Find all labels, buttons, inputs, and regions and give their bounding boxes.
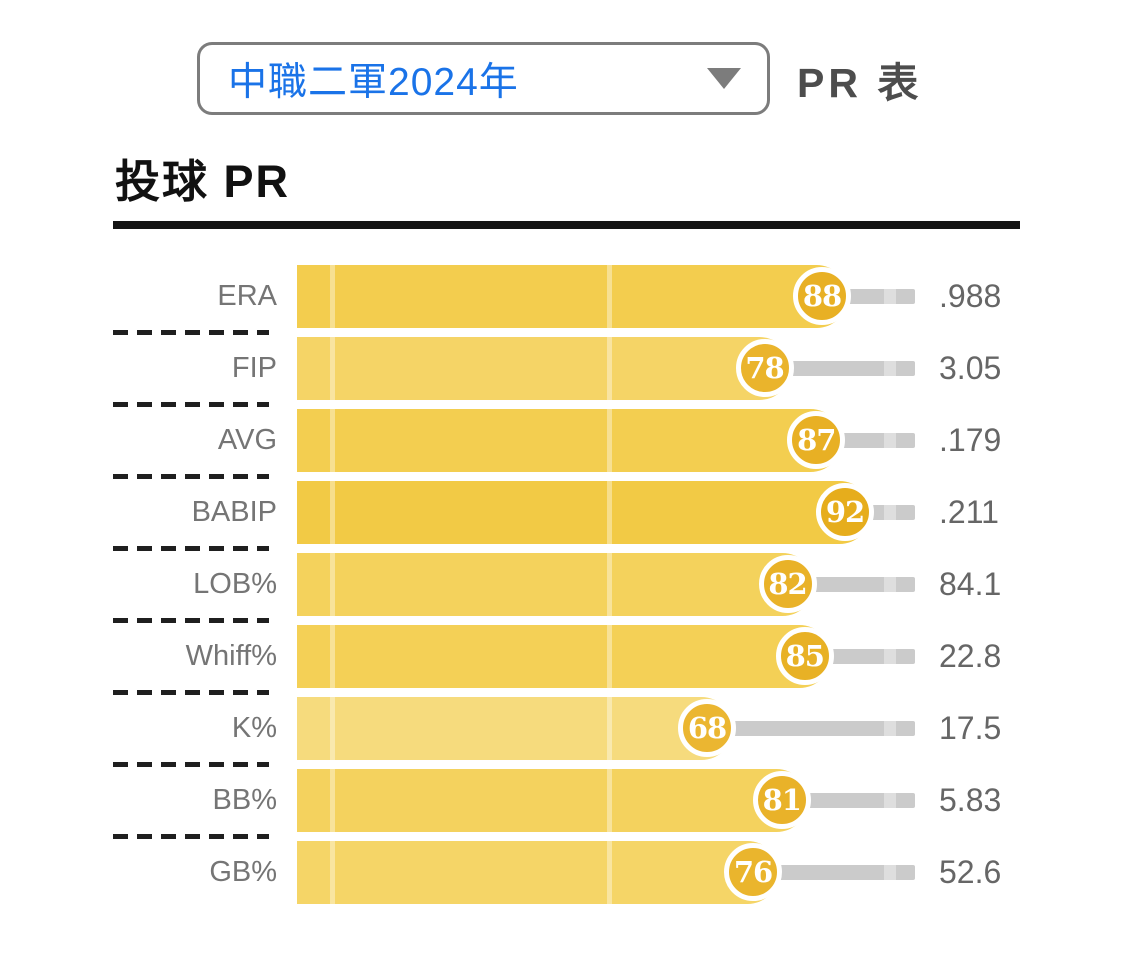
pr-bar (297, 553, 814, 616)
pr-badge: 87 (787, 411, 846, 469)
dashed-line (113, 402, 269, 407)
pr-bar (297, 265, 848, 328)
pr-bar (297, 697, 733, 760)
pr-track: 88 (297, 265, 915, 328)
stat-value: .988 (939, 278, 1002, 314)
pr-track: 82 (297, 553, 915, 616)
stat-row: BB% 81 5.83 (115, 769, 1055, 832)
pr-bar (297, 409, 843, 472)
stat-value: 52.6 (939, 854, 1002, 890)
stat-row: K% 68 17.5 (115, 697, 1055, 760)
stat-row: FIP 78 3.05 (115, 337, 1055, 400)
pr-track: 87 (297, 409, 915, 472)
stat-row: Whiff% 85 22.8 (115, 625, 1055, 688)
pr-badge: 88 (793, 267, 851, 325)
header: 中職二軍2024年 PR 表 (197, 42, 1125, 115)
dashed-line (113, 474, 269, 479)
pr-badge: 85 (775, 627, 834, 685)
pr-badge: 76 (724, 843, 782, 901)
stat-label: BB% (212, 784, 277, 816)
pr-bar (297, 625, 831, 688)
stat-label: Whiff% (185, 640, 277, 672)
pr-badge: 82 (758, 555, 817, 613)
dropdown-arrow-icon (707, 68, 741, 89)
stat-value: .211 (939, 494, 999, 530)
stat-label: AVG (217, 424, 277, 456)
dashed-line (113, 762, 269, 767)
row-separator (113, 760, 1055, 769)
pr-badge: 68 (678, 699, 736, 757)
row-separator (113, 328, 1055, 337)
pr-track: 81 (297, 769, 915, 832)
dashed-line (113, 546, 269, 551)
pr-badge: 92 (816, 483, 874, 541)
stat-label: GB% (209, 856, 277, 888)
stat-row: GB% 76 52.6 (115, 841, 1055, 904)
pitching-pr-chart: ERA 88 .988 FIP 78 3.05 (113, 265, 1055, 904)
row-separator (113, 544, 1055, 553)
stat-value: .179 (939, 422, 1002, 458)
stat-label: BABIP (191, 496, 277, 528)
pr-bar (297, 769, 808, 832)
pr-track: 76 (297, 841, 915, 904)
league-select-value: 中職二軍2024年 (228, 60, 519, 104)
stat-value: 17.5 (939, 710, 1002, 746)
stat-label: K% (231, 712, 277, 744)
pr-track: 68 (297, 697, 915, 760)
page-type-label: PR 表 (797, 59, 923, 106)
stat-value: 84.1 (939, 566, 1002, 602)
stat-row: BABIP 92 .211 (115, 481, 1055, 544)
league-select-dropdown[interactable]: 中職二軍2024年 (197, 42, 770, 115)
section-title: 投球 PR (115, 156, 291, 207)
dashed-line (113, 690, 269, 695)
row-separator (113, 832, 1055, 841)
dashed-line (113, 330, 269, 335)
dashed-line (113, 618, 269, 623)
stat-label: LOB% (193, 568, 277, 600)
pr-track: 85 (297, 625, 915, 688)
stat-row: LOB% 82 84.1 (115, 553, 1055, 616)
pr-badge: 78 (735, 339, 794, 397)
pr-badge: 81 (752, 771, 811, 829)
stat-value: 5.83 (939, 782, 1002, 818)
pr-bar (297, 337, 791, 400)
pr-bar (297, 481, 871, 544)
row-separator (113, 472, 1055, 481)
stat-row: ERA 88 .988 (115, 265, 1055, 328)
row-separator (113, 688, 1055, 697)
stat-row: AVG 87 .179 (115, 409, 1055, 472)
title-rule (113, 221, 1020, 229)
row-separator (113, 616, 1055, 625)
stat-value: 22.8 (939, 638, 1002, 674)
stat-value: 3.05 (939, 350, 1002, 386)
pr-track: 78 (297, 337, 915, 400)
pr-bar (297, 841, 779, 904)
dashed-line (113, 834, 269, 839)
row-separator (113, 400, 1055, 409)
stat-label: FIP (231, 352, 277, 384)
stat-label: ERA (217, 280, 277, 312)
pr-track: 92 (297, 481, 915, 544)
